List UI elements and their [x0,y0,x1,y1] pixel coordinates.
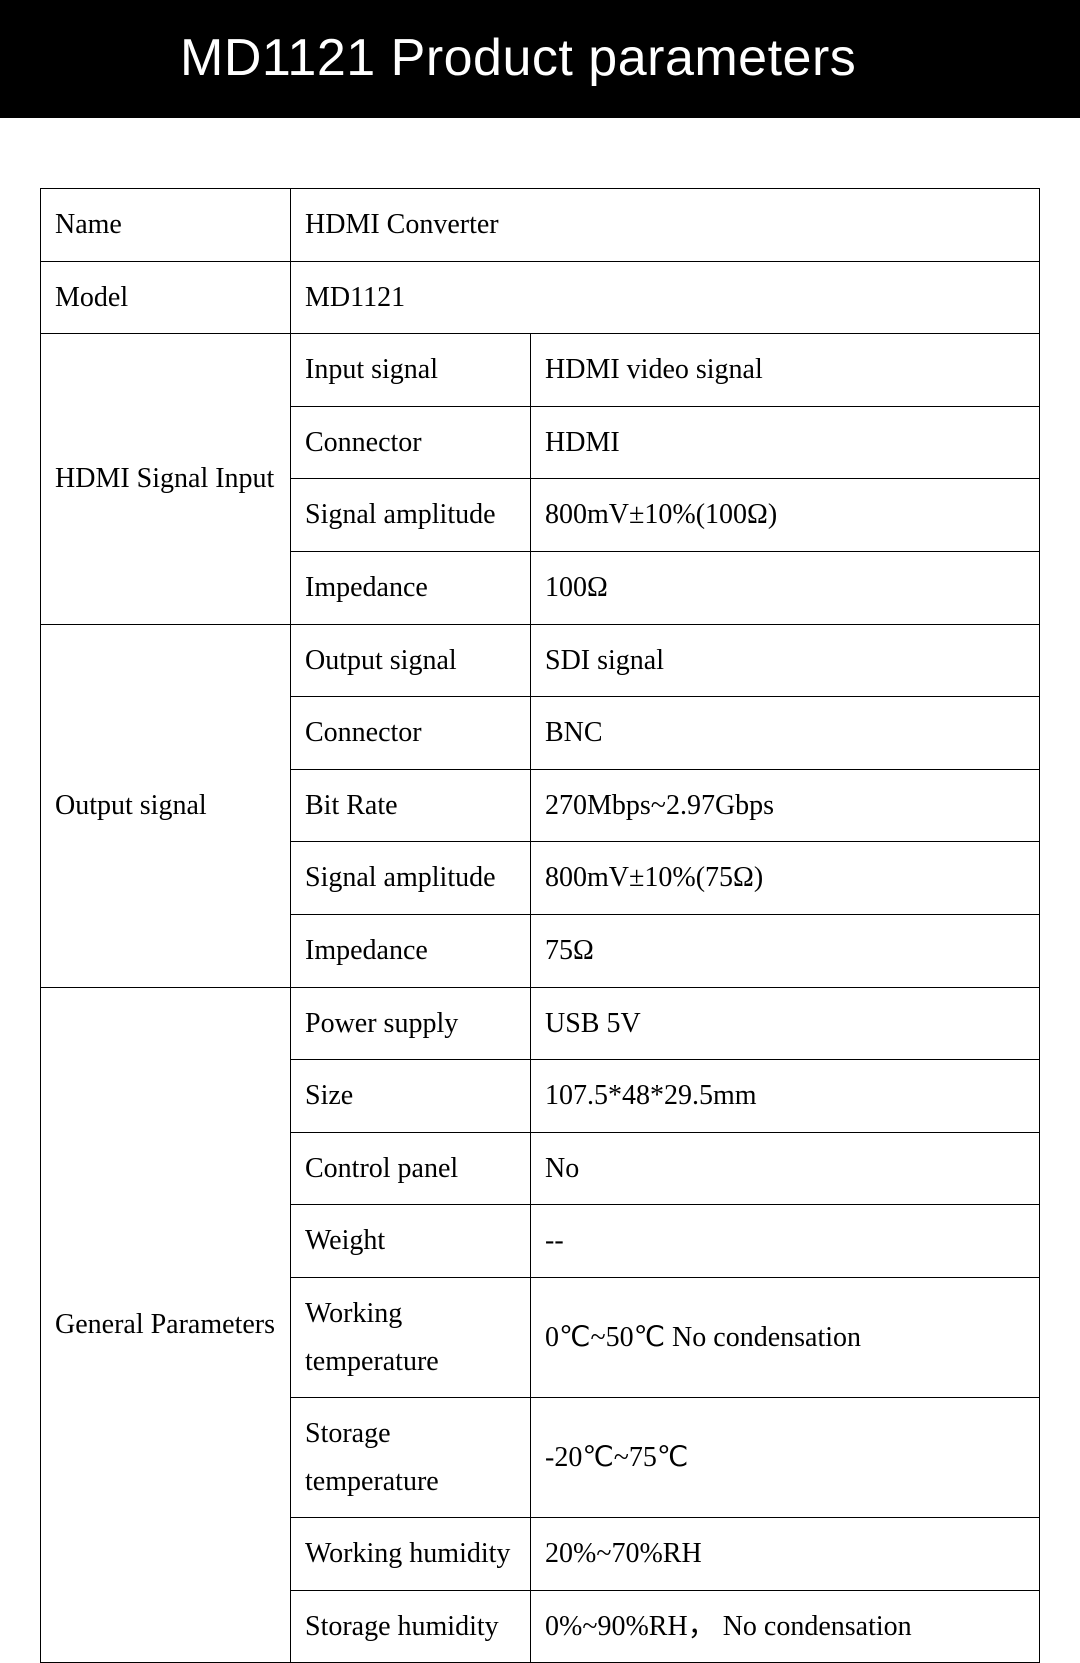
param-name: Working temperature [291,1277,531,1397]
param-name: Output signal [291,624,531,697]
page-title: MD1121 Product parameters [180,29,856,87]
section-label-input: HDMI Signal Input [41,334,291,624]
param-value: SDI signal [531,624,1040,697]
table-row: Output signal Output signal SDI signal [41,624,1040,697]
param-value: 800mV±10%(75Ω) [531,842,1040,915]
section-label-output: Output signal [41,624,291,987]
param-name: Weight [291,1205,531,1278]
row-value-name: HDMI Converter [291,189,1040,262]
param-name: Working humidity [291,1518,531,1591]
param-value: USB 5V [531,987,1040,1060]
param-value: HDMI video signal [531,334,1040,407]
param-name: Impedance [291,551,531,624]
param-value: 0%~90%RH， No condensation [531,1590,1040,1663]
row-label-name: Name [41,189,291,262]
param-name: Input signal [291,334,531,407]
param-name: Bit Rate [291,769,531,842]
table-row: HDMI Signal Input Input signal HDMI vide… [41,334,1040,407]
param-name: Impedance [291,914,531,987]
parameters-table: Name HDMI Converter Model MD1121 HDMI Si… [40,188,1040,1663]
param-name: Connector [291,697,531,770]
parameters-table-wrap: Name HDMI Converter Model MD1121 HDMI Si… [0,118,1080,1663]
param-value: -20℃~75℃ [531,1398,1040,1518]
param-name: Storage temperature [291,1398,531,1518]
param-value: No [531,1132,1040,1205]
param-name: Size [291,1060,531,1133]
table-row: Name HDMI Converter [41,189,1040,262]
row-value-model: MD1121 [291,261,1040,334]
param-value: 75Ω [531,914,1040,987]
param-value: 270Mbps~2.97Gbps [531,769,1040,842]
param-value: BNC [531,697,1040,770]
param-name: Signal amplitude [291,842,531,915]
param-value: 107.5*48*29.5mm [531,1060,1040,1133]
param-name: Power supply [291,987,531,1060]
param-value: 100Ω [531,551,1040,624]
row-label-model: Model [41,261,291,334]
param-name: Signal amplitude [291,479,531,552]
table-row: General Parameters Power supply USB 5V [41,987,1040,1060]
param-name: Connector [291,406,531,479]
param-value: -- [531,1205,1040,1278]
param-value: 800mV±10%(100Ω) [531,479,1040,552]
param-name: Control panel [291,1132,531,1205]
page-header: MD1121 Product parameters [0,0,1080,118]
section-label-general: General Parameters [41,987,291,1663]
table-row: Model MD1121 [41,261,1040,334]
param-value: 20%~70%RH [531,1518,1040,1591]
param-value: 0℃~50℃ No condensation [531,1277,1040,1397]
param-name: Storage humidity [291,1590,531,1663]
param-value: HDMI [531,406,1040,479]
